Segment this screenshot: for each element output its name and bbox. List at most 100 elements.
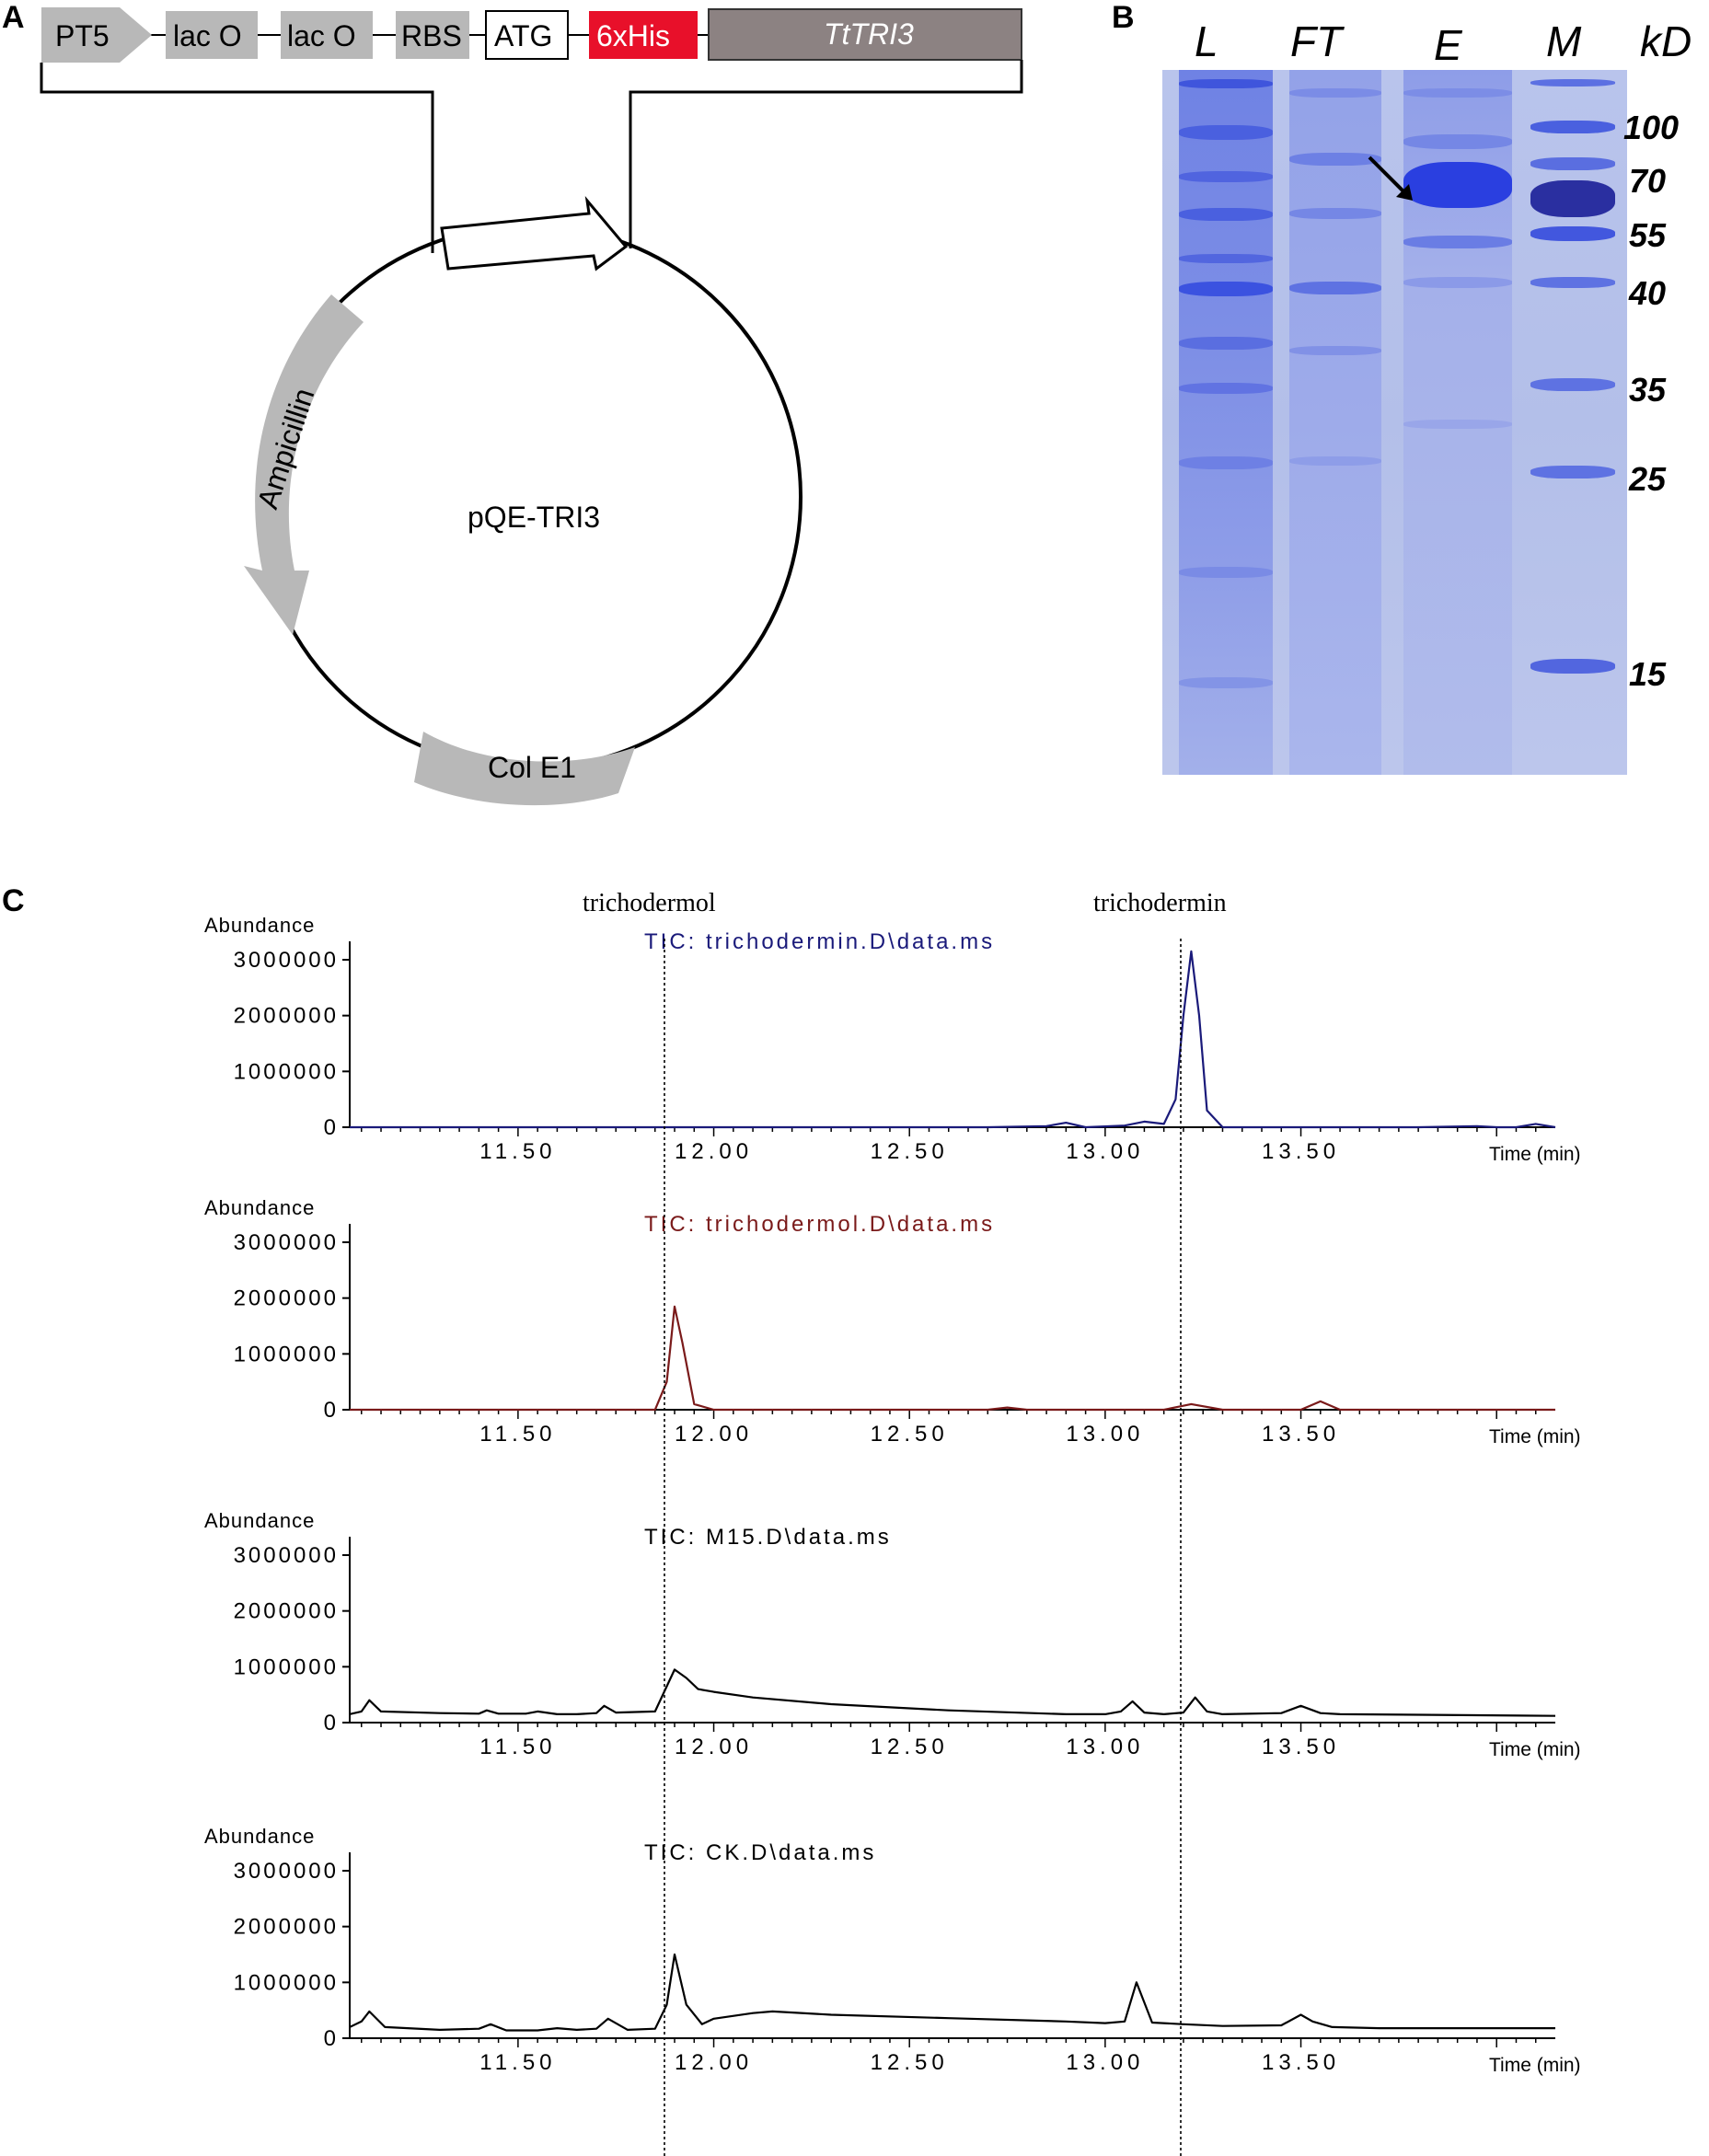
- x-tick-label: 13.50: [1262, 1735, 1340, 1759]
- gel-lane-label-e: E: [1434, 21, 1462, 69]
- panel-a-letter: A: [2, 0, 25, 35]
- x-tick-label: 13.50: [1262, 1139, 1340, 1164]
- gene-box: [708, 8, 1022, 61]
- construct-element-6xhis: 6xHis: [596, 19, 670, 52]
- gel-lane-l: [1179, 70, 1273, 775]
- trace-title: TIC: trichodermol.D\data.ms: [644, 1212, 995, 1237]
- x-tick-label: 13.00: [1066, 1422, 1144, 1447]
- target-protein-band: [1403, 162, 1512, 208]
- gel-lane-ft: [1289, 70, 1381, 775]
- chromatogram-1: Abundance TIC: trichodermol.D\data.ms 0 100…: [204, 1196, 1581, 1447]
- y-axis-label: Abundance: [204, 1196, 315, 1219]
- trace-line: [350, 1305, 1555, 1412]
- x-tick-label: 11.50: [479, 1735, 556, 1759]
- sds-page-gel: [1162, 70, 1627, 775]
- chromatogram-0: Abundance TIC: trichodermin.D\data.ms 0 100…: [204, 914, 1581, 1165]
- his-tag-box: [589, 11, 698, 59]
- kd-marker-55: 55: [1629, 216, 1667, 254]
- x-tick-label: 12.00: [675, 2050, 753, 2075]
- kd-marker-40: 40: [1629, 274, 1667, 312]
- trace-title: TIC: CK.D\data.ms: [644, 1840, 876, 1865]
- y-axis-label: Abundance: [204, 1825, 315, 1848]
- y-tick-label: 0: [324, 2026, 339, 2051]
- x-tick-label: 11.50: [479, 1139, 556, 1164]
- y-tick-label: 3000000: [234, 948, 339, 973]
- plasmid-name: pQE-TRI3: [468, 501, 600, 534]
- gel-lane-e: [1403, 70, 1512, 775]
- y-tick-label: 0: [324, 1398, 339, 1423]
- x-tick-label: 11.50: [479, 1422, 556, 1447]
- panel-c-letter: C: [2, 883, 25, 918]
- insert-arrow-shape: [440, 196, 629, 271]
- rbs-box: [396, 11, 469, 59]
- construct-element-gene: TtTRI3: [824, 17, 914, 51]
- peak-label-trichodermin: trichodermin: [1093, 889, 1227, 917]
- kd-marker-15: 15: [1629, 655, 1667, 693]
- x-tick-label: 12.50: [871, 1422, 949, 1447]
- arrow-icon: [1368, 156, 1413, 201]
- y-axis-label: Abundance: [204, 1509, 315, 1532]
- x-tick-label: 12.00: [675, 1735, 753, 1759]
- y-tick-label: 0: [324, 1711, 339, 1735]
- construct-element-atg: ATG: [494, 19, 552, 52]
- y-tick-label: 2000000: [234, 1599, 339, 1624]
- x-axis-label: Time (min): [1489, 1426, 1581, 1447]
- y-tick-label: 3000000: [234, 1543, 339, 1568]
- construct-element-rbs: RBS: [401, 19, 462, 52]
- kd-marker-100: 100: [1623, 109, 1680, 146]
- y-tick-label: 2000000: [234, 1286, 339, 1311]
- gel-lane-label-l: L: [1195, 17, 1218, 65]
- chromatogram-3: Abundance TIC: CK.D\data.ms 0 1000000 200000…: [204, 1825, 1581, 2076]
- y-axis-label: Abundance: [204, 914, 315, 937]
- x-tick-label: 13.50: [1262, 1422, 1340, 1447]
- y-tick-label: 2000000: [234, 1915, 339, 1940]
- gel-lane-label-m: M: [1546, 17, 1582, 65]
- lac-o-box-1: [166, 11, 258, 59]
- chromatogram-panel: trichodermol trichodermin Abundance TIC: …: [204, 889, 1581, 2156]
- gel-lane-label-ft: FT: [1290, 17, 1343, 65]
- x-tick-label: 13.50: [1262, 2050, 1340, 2075]
- y-tick-label: 2000000: [234, 1004, 339, 1029]
- col-e1-shape: [414, 732, 635, 806]
- kd-marker-70: 70: [1629, 162, 1667, 200]
- kd-marker-35: 35: [1629, 371, 1667, 409]
- trace-title: TIC: trichodermin.D\data.ms: [644, 929, 995, 954]
- x-tick-label: 13.00: [1066, 2050, 1144, 2075]
- y-tick-label: 1000000: [234, 1059, 339, 1084]
- chromatogram-2: Abundance TIC: M15.D\data.ms 0 1000000 20000…: [204, 1509, 1581, 1760]
- col-e1-label: Col E1: [488, 751, 576, 784]
- pt5-promoter-shape: [41, 7, 152, 63]
- y-tick-label: 1000000: [234, 1970, 339, 1995]
- x-tick-label: 12.00: [675, 1139, 753, 1164]
- construct-element-pt5: PT5: [55, 19, 110, 52]
- ampicillin-arrow-shape: [244, 294, 364, 635]
- gel-unit-label: kD: [1640, 17, 1692, 65]
- plasmid-map-diagram: PT5 lac O lac O RBS ATG 6xHis TtTRI3 Amp…: [40, 7, 1023, 806]
- panel-b-letter: B: [1112, 0, 1135, 35]
- x-tick-label: 12.50: [871, 1735, 949, 1759]
- y-tick-label: 3000000: [234, 1230, 339, 1255]
- x-tick-label: 12.00: [675, 1422, 753, 1447]
- x-tick-label: 13.00: [1066, 1139, 1144, 1164]
- y-tick-label: 1000000: [234, 1342, 339, 1366]
- x-tick-label: 12.50: [871, 1139, 949, 1164]
- y-tick-label: 1000000: [234, 1654, 339, 1679]
- lac-o-box-2: [281, 11, 373, 59]
- x-tick-label: 12.50: [871, 2050, 949, 2075]
- trace-line: [350, 950, 1556, 1129]
- x-tick-label: 13.00: [1066, 1735, 1144, 1759]
- x-axis-label: Time (min): [1489, 1739, 1581, 1760]
- construct-element-lac-o-1: lac O: [173, 19, 242, 52]
- x-axis-label: Time (min): [1489, 1144, 1581, 1165]
- trace-line: [349, 1953, 1555, 2032]
- trace-title: TIC: M15.D\data.ms: [644, 1525, 892, 1550]
- y-tick-label: 3000000: [234, 1859, 339, 1884]
- kd-marker-25: 25: [1629, 460, 1667, 498]
- atg-box: [485, 10, 569, 60]
- peak-label-trichodermol: trichodermol: [583, 889, 716, 917]
- trace-line: [349, 1668, 1556, 1717]
- y-tick-label: 0: [324, 1115, 339, 1140]
- x-tick-label: 11.50: [479, 2050, 556, 2075]
- x-axis-label: Time (min): [1489, 2055, 1581, 2076]
- construct-element-lac-o-2: lac O: [287, 19, 356, 52]
